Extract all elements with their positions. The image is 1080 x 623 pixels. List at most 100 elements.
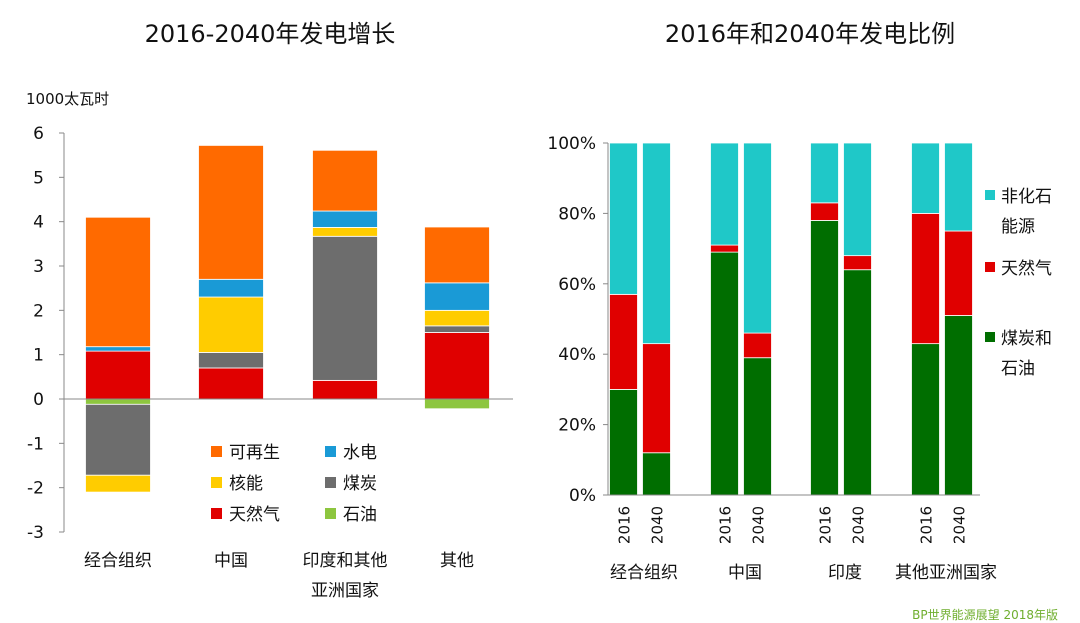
y-tick-label: 20% (558, 416, 596, 436)
bar-segment (312, 227, 378, 237)
bar-segment (85, 398, 151, 405)
left-chart-title: 2016-2040年发电增长 (144, 20, 396, 48)
legend-swatch (325, 446, 336, 457)
bar-segment (810, 220, 839, 496)
right-chart-panel: 2016年和2040年发电比例 0% 20% 40% 60% 80% 100% 2016 20… (540, 0, 1080, 622)
y-tick-label: 1 (33, 346, 44, 366)
x-group-label: 中国 (728, 563, 762, 583)
y-tick-label: 0% (569, 486, 596, 506)
x-group-label: 经合组织 (610, 563, 678, 583)
bar-segment (843, 255, 872, 271)
x-year-tick-label: 2016 (918, 506, 936, 544)
y-tick-label: 60% (558, 275, 596, 295)
legend-swatch (325, 508, 336, 519)
x-category-label: 经合组织 (84, 551, 152, 571)
legend-label: 煤炭 (343, 474, 377, 494)
legend-swatch (985, 262, 995, 272)
legend-label: 非化石 (1001, 187, 1052, 207)
bar-segment (609, 293, 638, 390)
bar-segment (911, 343, 940, 496)
bar-segment (944, 142, 973, 232)
bar-segment (642, 343, 671, 454)
x-year-tick-label: 2016 (817, 506, 835, 544)
bar-segment (642, 452, 671, 496)
legend-label: 可再生 (229, 443, 280, 463)
bar-segment (710, 251, 739, 496)
legend-label: 石油 (343, 505, 377, 525)
y-tick-label: -1 (27, 434, 44, 454)
bar-segment (85, 216, 151, 348)
bar-segment (810, 202, 839, 221)
y-tick-label: 5 (33, 168, 44, 188)
bar-segment (312, 235, 378, 381)
bar-segment (198, 145, 264, 280)
legend-label: 核能 (229, 474, 263, 494)
bar-segment (944, 230, 973, 316)
bar-segment (609, 142, 638, 295)
x-group-label: 印度 (828, 563, 862, 583)
legend-swatch (985, 332, 995, 342)
bar-segment (743, 332, 772, 359)
x-year-tick-label: 2016 (717, 506, 735, 544)
bar-segment (198, 367, 264, 400)
bar-segment (312, 149, 378, 212)
y-tick-label: -2 (27, 479, 44, 499)
y-tick-label: 3 (33, 257, 44, 277)
bar-segment (911, 142, 940, 214)
bar-segment (911, 212, 940, 345)
legend-label: 天然气 (1001, 259, 1052, 279)
legend-swatch (211, 446, 222, 457)
x-category-label: 印度和其他 (303, 551, 388, 571)
bar-segment (198, 278, 264, 298)
y-tick-label: 100% (547, 134, 596, 154)
x-year-tick-label: 2040 (951, 506, 969, 544)
source-note: BP世界能源展望 2018年版 (912, 608, 1058, 622)
x-year-tick-label: 2040 (750, 506, 768, 544)
y-tick-label: 80% (558, 204, 596, 224)
left-chart-panel: 2016-2040年发电增长 1000太瓦时 -3 -2 -1 0 1 2 3 4 5 6 经合组织 中… (0, 0, 540, 617)
bar-segment (424, 282, 490, 311)
y-tick-label: 6 (33, 124, 44, 144)
bar-segment (198, 352, 264, 369)
legend-label: 水电 (343, 443, 377, 463)
bar-segment (743, 142, 772, 334)
x-category-label: 中国 (214, 551, 248, 571)
bar-segment (843, 269, 872, 496)
right-chart-title: 2016年和2040年发电比例 (664, 20, 956, 48)
bar-segment (609, 388, 638, 496)
bar-segment (743, 357, 772, 496)
bar-segment (85, 403, 151, 476)
legend-label: 煤炭和 (1001, 329, 1052, 349)
legend-swatch (211, 477, 222, 488)
x-category-label: 其他 (440, 551, 474, 571)
legend-swatch (211, 508, 222, 519)
y-tick-label: 0 (33, 390, 44, 410)
bar-segment (424, 226, 490, 284)
x-year-tick-label: 2040 (649, 506, 667, 544)
bar-segment (85, 350, 151, 400)
bar-segment (642, 142, 671, 345)
bar-segment (85, 346, 151, 352)
bar-segment (312, 379, 378, 400)
x-category-label: 亚洲国家 (311, 581, 379, 601)
bar-segment (710, 244, 739, 253)
bar-segment (424, 325, 490, 333)
bar-segment (843, 142, 872, 257)
legend-label: 能源 (1001, 217, 1035, 237)
y-tick-label: -3 (27, 523, 44, 543)
bar-segment (424, 332, 490, 400)
y-tick-label: 4 (33, 213, 44, 233)
legend-swatch (985, 190, 995, 200)
legend-label: 石油 (1001, 359, 1035, 379)
bar-segment (944, 315, 973, 496)
bar-segment (312, 210, 378, 228)
bar-segment (424, 398, 490, 410)
bar-segment (710, 142, 739, 246)
bar-segment (424, 309, 490, 327)
right-chart-svg: 0% 20% 40% 60% 80% 100% 2016 2040 经合组织 2016 2040 中国… (547, 134, 1052, 583)
bar-segment (198, 296, 264, 353)
x-year-tick-label: 2016 (616, 506, 634, 544)
x-group-label: 其他亚洲国家 (895, 563, 997, 583)
bar-segment (810, 142, 839, 204)
